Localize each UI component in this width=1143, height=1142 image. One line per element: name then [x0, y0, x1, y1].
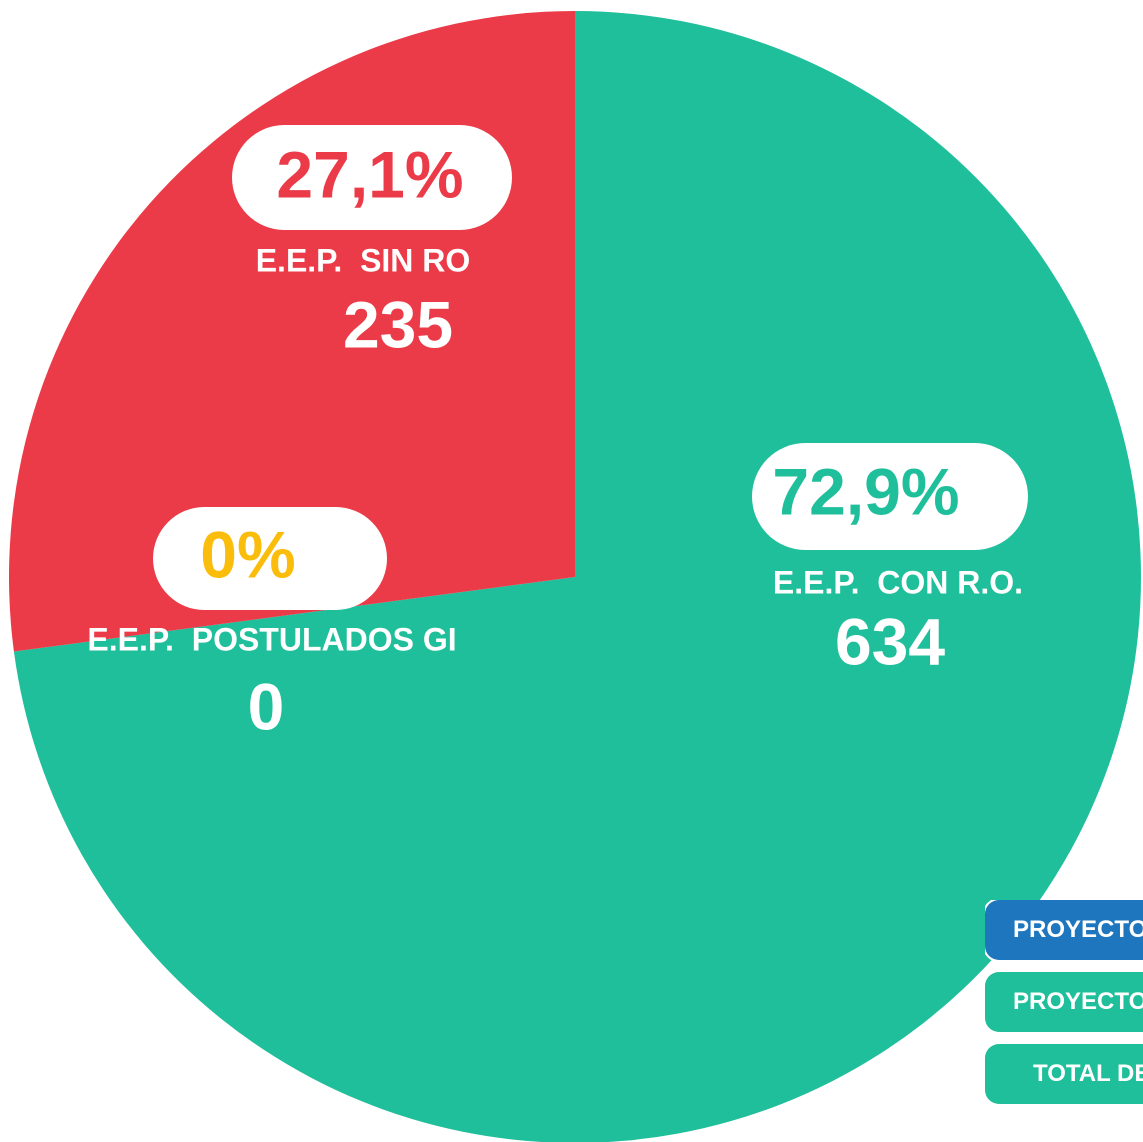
count-label: 0	[248, 669, 285, 743]
value-pill	[153, 507, 387, 610]
nav-button[interactable]: PROYECTOS	[985, 972, 1143, 1032]
nav-button[interactable]: PROYECTO	[985, 900, 1143, 960]
value-label: 72,9%	[772, 454, 959, 528]
category-label: E.E.P. SIN RO	[256, 242, 471, 278]
value-label: 0%	[200, 517, 295, 591]
category-label: E.E.P. CON R.O.	[773, 564, 1023, 600]
pie-slice	[13, 11, 1141, 1142]
value-pill	[752, 443, 1028, 550]
count-label: 235	[343, 287, 453, 361]
value-label: 27,1%	[276, 137, 463, 211]
value-pill	[232, 125, 512, 230]
category-label: E.E.P. POSTULADOS GI	[87, 621, 456, 657]
count-label: 634	[835, 604, 945, 678]
button-group: PROYECTO PROYECTOS TOTAL DE	[985, 900, 1143, 1116]
nav-button[interactable]: TOTAL DE	[985, 1044, 1143, 1104]
